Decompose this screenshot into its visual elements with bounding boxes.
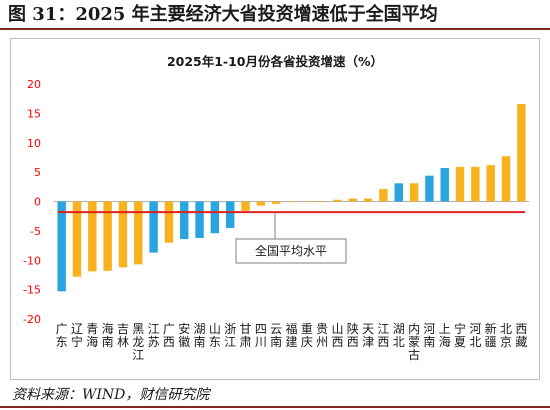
x-tick-label-陕西: 陕西 [347,321,359,349]
x-tick-label-重庆: 重庆 [301,322,313,349]
y-tick-label: -15 [23,284,41,297]
bar-云南 [271,201,281,204]
x-tick-label-山东: 山东 [209,322,221,349]
x-tick-label-西藏: 西藏 [515,322,527,349]
x-tick-label-海南: 海南 [102,321,114,349]
source-divider [0,406,550,408]
x-tick-label-辽宁: 辽宁 [71,322,83,349]
x-tick-label-山西: 山西 [331,322,343,349]
bar-福建 [287,201,296,203]
x-tick-label-浙江: 浙江 [224,322,236,349]
bar-海南 [103,201,112,271]
source-note: 资料来源：WIND，财信研究院 [12,387,210,403]
bar-广西 [164,201,174,243]
bar-内蒙古 [409,183,419,202]
bar-北京 [501,156,511,202]
bar-陕西 [348,198,358,202]
annotation-label: 全国平均水平 [255,243,327,258]
bar-黑龙江 [134,201,143,265]
x-tick-label-黑龙江: 黑龙江 [132,322,144,362]
x-tick-label-上海: 上海 [439,322,451,349]
x-tick-label-湖北: 湖北 [393,321,405,349]
x-tick-label-安徽: 安徽 [178,321,190,349]
x-tick-label-四川: 四川 [255,322,267,349]
y-tick-label: -5 [30,225,41,238]
figure-title: 图 31：2025 年主要经济大省投资增速低于全国平均 [0,0,550,30]
x-tick-label-北京: 北京 [500,322,512,349]
bar-四川 [256,201,266,206]
x-tick-label-贵州: 贵州 [316,322,328,349]
x-tick-label-福建: 福建 [285,321,297,349]
bar-西藏 [517,103,526,202]
bar-河北 [471,166,480,202]
x-tick-label-河北: 河北 [469,322,481,349]
x-tick-label-广西: 广西 [163,322,175,349]
x-tick-label-内蒙古: 内蒙古 [408,322,420,362]
bar-天津 [363,198,373,202]
y-tick-label: 0 [34,196,41,209]
x-tick-label-天津: 天津 [362,322,374,349]
bar-江西 [379,189,388,202]
bar-山西 [333,199,342,202]
chart-panel: 2025年1-10月份各省投资增速（%） -20 -15 -10 -5 0 5 10 15 20 广… [10,38,540,380]
bar-浙江 [225,201,235,228]
x-tick-label-甘肃: 甘肃 [240,322,252,349]
x-tick-label-广东: 广东 [56,322,68,349]
bar-河南 [425,175,434,202]
annotation-box [235,238,347,264]
y-tick-label: -20 [23,313,41,326]
bar-上海 [440,168,449,202]
bar-山东 [210,201,220,234]
x-tick-label-吉林: 吉林 [117,322,129,349]
bar-江苏 [149,201,158,253]
x-tick-label-湖南: 湖南 [194,321,206,349]
y-tick-label: -10 [23,254,41,267]
bar-宁夏 [455,166,465,202]
bar-新疆 [486,165,495,202]
y-tick-label: 20 [27,78,41,91]
y-tick-label: 15 [27,107,41,120]
x-tick-label-云南: 云南 [270,322,282,349]
bar-湖南 [195,201,204,238]
y-tick-label: 5 [34,166,41,179]
x-tick-label-新疆: 新疆 [485,321,497,349]
y-tick-label: 10 [27,137,41,150]
bar-吉林 [118,201,128,268]
bar-甘肃 [241,201,250,211]
x-tick-label-宁夏: 宁夏 [454,321,466,349]
bar-重庆 [302,201,312,203]
bar-广东 [57,201,66,292]
bar-辽宁 [72,201,82,277]
x-tick-label-江西: 江西 [377,322,389,349]
x-tick-label-江苏: 江苏 [148,322,160,349]
x-tick-label-青海: 青海 [86,322,98,349]
x-tick-label-河南: 河南 [423,322,435,349]
bar-chart: 2025年1-10月份各省投资增速（%） -20 -15 -10 -5 0 5 10 15 20 广… [23,54,529,362]
bar-安徽 [180,201,189,240]
chart-title: 2025年1-10月份各省投资增速（%） [167,54,383,69]
bar-青海 [88,201,97,272]
bar-贵州 [317,201,327,203]
bar-湖北 [394,183,403,202]
